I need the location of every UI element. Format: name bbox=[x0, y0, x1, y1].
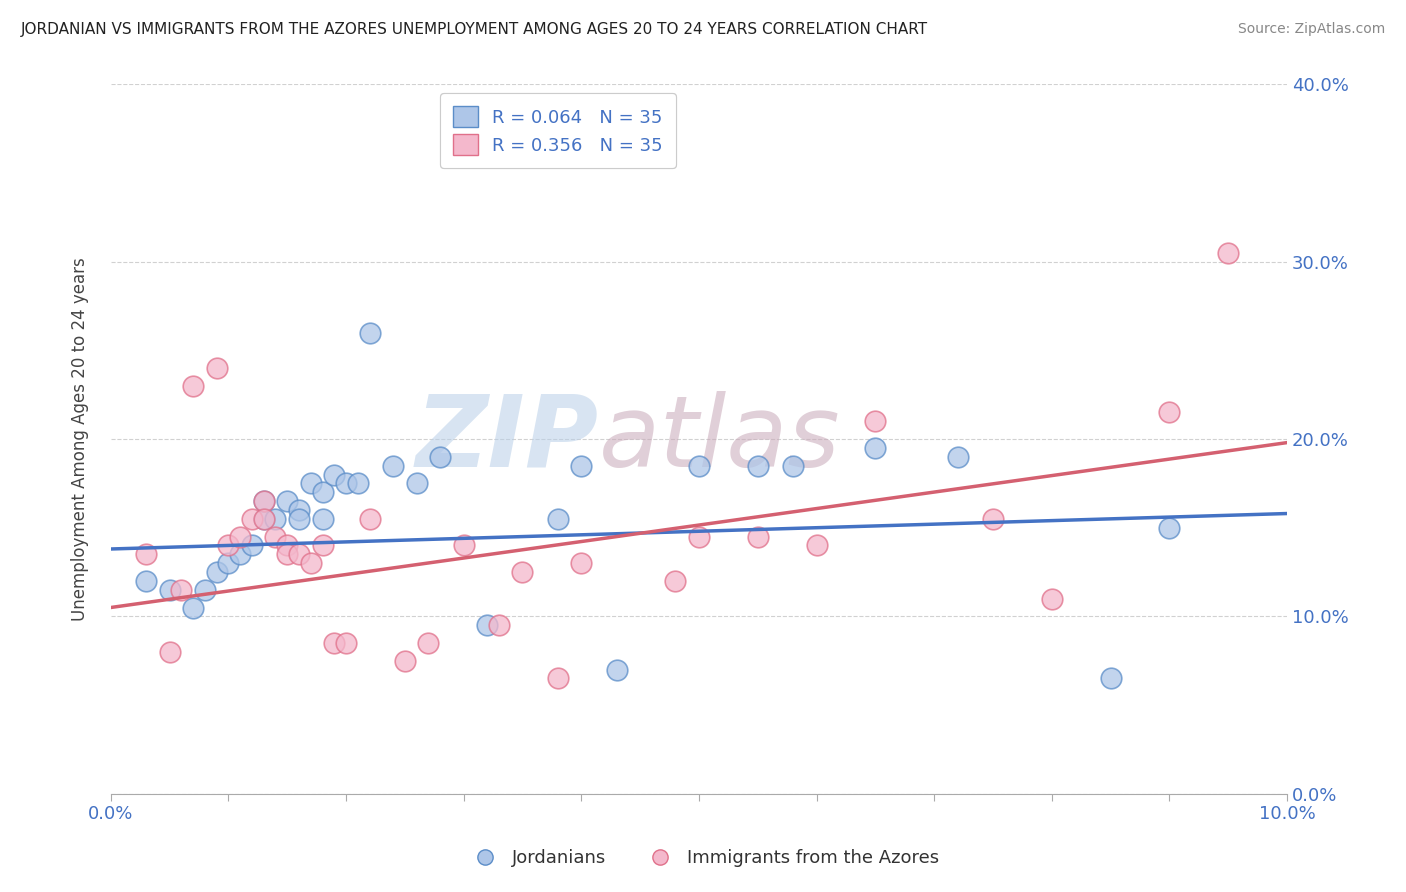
Point bbox=[865, 441, 887, 455]
Point bbox=[335, 636, 357, 650]
Point bbox=[159, 582, 181, 597]
Point bbox=[359, 326, 381, 340]
Point bbox=[946, 450, 969, 464]
Point bbox=[253, 512, 276, 526]
Point bbox=[1159, 521, 1181, 535]
Point bbox=[488, 618, 510, 632]
Point bbox=[453, 538, 475, 552]
Point bbox=[865, 414, 887, 428]
Point bbox=[323, 467, 346, 482]
Legend: Jordanians, Immigrants from the Azores: Jordanians, Immigrants from the Azores bbox=[460, 842, 946, 874]
Point bbox=[276, 547, 298, 561]
Point bbox=[418, 636, 440, 650]
Point bbox=[429, 450, 451, 464]
Point bbox=[323, 636, 346, 650]
Y-axis label: Unemployment Among Ages 20 to 24 years: Unemployment Among Ages 20 to 24 years bbox=[72, 257, 89, 621]
Point bbox=[299, 556, 322, 570]
Point bbox=[477, 618, 499, 632]
Point bbox=[405, 476, 427, 491]
Point bbox=[688, 458, 710, 473]
Legend: R = 0.064   N = 35, R = 0.356   N = 35: R = 0.064 N = 35, R = 0.356 N = 35 bbox=[440, 94, 675, 168]
Point bbox=[170, 582, 193, 597]
Point bbox=[311, 538, 333, 552]
Point bbox=[688, 530, 710, 544]
Point bbox=[359, 512, 381, 526]
Point bbox=[664, 574, 686, 588]
Point bbox=[264, 530, 287, 544]
Point bbox=[217, 538, 239, 552]
Point bbox=[1040, 591, 1063, 606]
Point bbox=[1159, 405, 1181, 419]
Point bbox=[181, 600, 204, 615]
Text: Source: ZipAtlas.com: Source: ZipAtlas.com bbox=[1237, 22, 1385, 37]
Point bbox=[782, 458, 804, 473]
Text: JORDANIAN VS IMMIGRANTS FROM THE AZORES UNEMPLOYMENT AMONG AGES 20 TO 24 YEARS C: JORDANIAN VS IMMIGRANTS FROM THE AZORES … bbox=[21, 22, 928, 37]
Point bbox=[217, 556, 239, 570]
Point bbox=[194, 582, 217, 597]
Point bbox=[240, 512, 263, 526]
Point bbox=[229, 547, 252, 561]
Point bbox=[288, 512, 311, 526]
Point bbox=[747, 458, 769, 473]
Point bbox=[512, 565, 534, 579]
Point bbox=[205, 565, 228, 579]
Point bbox=[181, 379, 204, 393]
Point bbox=[299, 476, 322, 491]
Point bbox=[135, 574, 157, 588]
Point bbox=[159, 645, 181, 659]
Point bbox=[981, 512, 1004, 526]
Point bbox=[288, 503, 311, 517]
Point bbox=[135, 547, 157, 561]
Point bbox=[394, 654, 416, 668]
Point bbox=[253, 494, 276, 508]
Point bbox=[311, 485, 333, 500]
Point bbox=[1218, 246, 1240, 260]
Point bbox=[253, 512, 276, 526]
Point bbox=[747, 530, 769, 544]
Point bbox=[311, 512, 333, 526]
Point bbox=[335, 476, 357, 491]
Point bbox=[264, 512, 287, 526]
Point bbox=[276, 538, 298, 552]
Point bbox=[569, 458, 592, 473]
Point bbox=[346, 476, 368, 491]
Point bbox=[547, 512, 569, 526]
Point bbox=[382, 458, 405, 473]
Point bbox=[205, 361, 228, 376]
Point bbox=[229, 530, 252, 544]
Point bbox=[288, 547, 311, 561]
Point bbox=[253, 494, 276, 508]
Point bbox=[569, 556, 592, 570]
Point bbox=[547, 672, 569, 686]
Text: ZIP: ZIP bbox=[416, 391, 599, 488]
Point bbox=[276, 494, 298, 508]
Point bbox=[606, 663, 628, 677]
Text: atlas: atlas bbox=[599, 391, 841, 488]
Point bbox=[1099, 672, 1122, 686]
Point bbox=[240, 538, 263, 552]
Point bbox=[806, 538, 828, 552]
